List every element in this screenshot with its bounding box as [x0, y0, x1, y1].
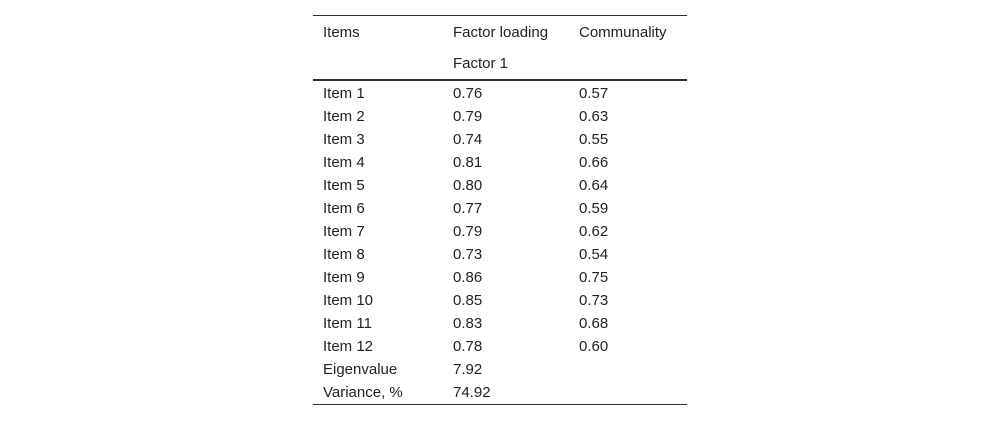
cell-factor-loading: 0.80 — [453, 177, 483, 194]
table-row: Eigenvalue 7.92 — [313, 358, 687, 381]
cell-factor-loading: 0.78 — [453, 338, 483, 355]
table-row: Item 11 0.83 0.68 — [313, 312, 687, 335]
cell-item: Item 3 — [323, 131, 365, 148]
cell-factor-loading: 0.86 — [453, 269, 483, 286]
table-row: Item 8 0.73 0.54 — [313, 243, 687, 266]
table-row: Item 7 0.79 0.62 — [313, 220, 687, 243]
cell-communality — [579, 381, 687, 405]
cell-item: Item 5 — [323, 177, 365, 194]
cell-communality: 0.60 — [579, 338, 609, 355]
table-row: Item 9 0.86 0.75 — [313, 266, 687, 289]
factor-analysis-table-container: Items Factor loading Communality Factor … — [313, 15, 687, 405]
cell-communality: 0.62 — [579, 223, 609, 240]
table-row: Item 12 0.78 0.60 — [313, 335, 687, 358]
subheader-factor-1: Factor 1 — [453, 48, 579, 81]
header-factor-loading: Factor loading — [453, 15, 579, 48]
cell-factor-loading: 0.76 — [453, 85, 483, 102]
cell-item: Item 4 — [323, 154, 365, 171]
table-row: Item 6 0.77 0.59 — [313, 197, 687, 220]
cell-item: Item 7 — [323, 223, 365, 240]
table-header: Items Factor loading Communality Factor … — [313, 15, 687, 81]
cell-item: Item 6 — [323, 200, 365, 217]
cell-communality: 0.54 — [579, 246, 609, 263]
cell-item: Item 1 — [323, 85, 365, 102]
cell-communality: 0.57 — [579, 85, 609, 102]
cell-item: Item 2 — [323, 108, 365, 125]
cell-communality: 0.75 — [579, 269, 609, 286]
table-row: Item 3 0.74 0.55 — [313, 128, 687, 151]
factor-analysis-table: Items Factor loading Communality Factor … — [313, 15, 687, 405]
table-row: Item 5 0.80 0.64 — [313, 174, 687, 197]
cell-communality: 0.55 — [579, 131, 609, 148]
cell-factor-loading: 0.79 — [453, 108, 483, 125]
table-row: Item 2 0.79 0.63 — [313, 105, 687, 128]
table-row: Item 1 0.76 0.57 — [313, 80, 687, 105]
cell-factor-loading: 0.73 — [453, 246, 483, 263]
header-row: Items Factor loading Communality — [313, 15, 687, 48]
cell-factor-loading: 0.74 — [453, 131, 483, 148]
cell-communality: 0.64 — [579, 177, 609, 194]
cell-communality: 0.66 — [579, 154, 609, 171]
table-row: Variance, % 74.92 — [313, 381, 687, 405]
subheader-row: Factor 1 — [313, 48, 687, 81]
cell-factor-loading: 0.83 — [453, 315, 483, 332]
cell-item: Variance, % — [313, 381, 453, 405]
table-row: Item 10 0.85 0.73 — [313, 289, 687, 312]
cell-item: Item 12 — [323, 338, 374, 355]
cell-factor-loading: 0.79 — [453, 223, 483, 240]
table-row: Item 4 0.81 0.66 — [313, 151, 687, 174]
cell-factor-loading: 74.92 — [453, 381, 579, 405]
cell-communality — [579, 358, 687, 381]
cell-communality: 0.73 — [579, 292, 609, 309]
cell-item: Item 8 — [323, 246, 365, 263]
header-communality: Communality — [579, 15, 687, 48]
cell-communality: 0.59 — [579, 200, 609, 217]
cell-factor-loading: 0.81 — [453, 154, 483, 171]
cell-factor-loading: 0.85 — [453, 292, 483, 309]
cell-factor-loading: 7.92 — [453, 361, 483, 378]
cell-item: Item 11 — [323, 315, 372, 332]
subheader-empty-2 — [579, 48, 687, 81]
header-items: Items — [313, 15, 453, 48]
subheader-empty — [313, 48, 453, 81]
cell-communality: 0.63 — [579, 108, 609, 125]
cell-item: Eigenvalue — [323, 361, 398, 378]
cell-item: Item 10 — [323, 292, 374, 309]
cell-factor-loading: 0.77 — [453, 200, 483, 217]
cell-item: Item 9 — [323, 269, 365, 286]
table-body: Item 1 0.76 0.57 Item 2 0.79 0.63 Item 3 0.74 0.… — [313, 80, 687, 405]
cell-communality: 0.68 — [579, 315, 609, 332]
